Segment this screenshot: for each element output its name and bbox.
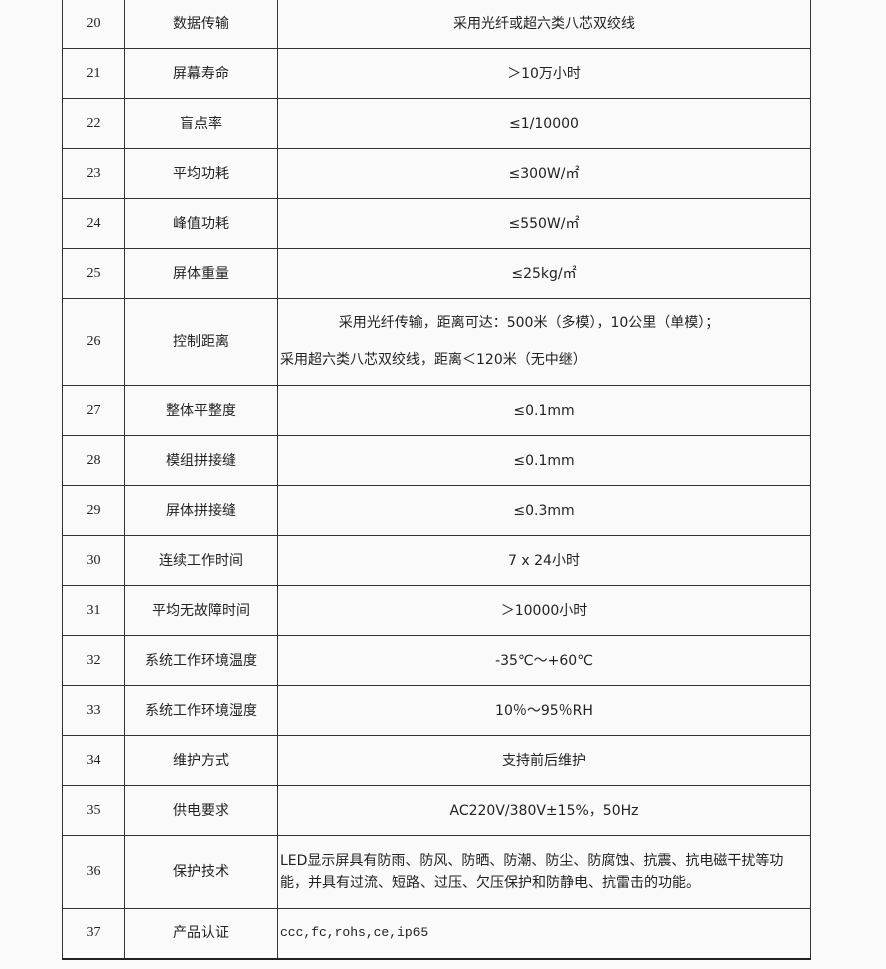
spec-value: ≤25kg/㎡ xyxy=(277,248,811,299)
spec-item: 屏体拼接缝 xyxy=(124,485,278,536)
value-line: 采用光纤传输，距离可达：500米（多模），10公里（单模）； xyxy=(338,315,720,331)
table-row: 36 保护技术 LED显示屏具有防雨、防风、防晒、防潮、防尘、防腐蚀、抗震、抗电磁干… xyxy=(62,835,811,909)
spec-value: ≤300W/㎡ xyxy=(277,148,811,199)
row-number: 31 xyxy=(62,585,125,636)
row-number: 26 xyxy=(62,298,125,386)
table-row: 23 平均功耗 ≤300W/㎡ xyxy=(62,148,811,199)
table-row: 25 屏体重量 ≤25kg/㎡ xyxy=(62,248,811,299)
spec-item: 产品认证 xyxy=(124,908,278,960)
spec-item: 保护技术 xyxy=(124,835,278,909)
table-row: 29 屏体拼接缝 ≤0.3mm xyxy=(62,485,811,536)
spec-value: LED显示屏具有防雨、防风、防晒、防潮、防尘、防腐蚀、抗震、抗电磁干扰等功能，并… xyxy=(277,835,811,909)
row-number: 27 xyxy=(62,385,125,436)
table-row: 27 整体平整度 ≤0.1mm xyxy=(62,385,811,436)
row-number: 29 xyxy=(62,485,125,536)
spec-item: 峰值功耗 xyxy=(124,198,278,249)
spec-item: 屏幕寿命 xyxy=(124,48,278,99)
table-row: 26 控制距离 采用光纤传输，距离可达：500米（多模），10公里（单模）； 采用超六… xyxy=(62,298,811,386)
table-row: 30 连续工作时间 7 x 24小时 xyxy=(62,535,811,586)
row-number: 25 xyxy=(62,248,125,299)
spec-item: 供电要求 xyxy=(124,785,278,836)
spec-item: 整体平整度 xyxy=(124,385,278,436)
spec-table: 20 数据传输 采用光纤或超六类八芯双绞线 21 屏幕寿命 ＞10万小时 22 盲点率 ≤1/1… xyxy=(62,0,811,960)
table-row: 31 平均无故障时间 ＞10000小时 xyxy=(62,585,811,636)
row-number: 30 xyxy=(62,535,125,586)
spec-value: ≤1/10000 xyxy=(277,98,811,149)
spec-value: 采用光纤或超六类八芯双绞线 xyxy=(277,0,811,49)
table-row: 35 供电要求 AC220V/380V±15%，50Hz xyxy=(62,785,811,836)
spec-value: 7 x 24小时 xyxy=(277,535,811,586)
spec-value: -35℃～+60℃ xyxy=(277,635,811,686)
spec-value: AC220V/380V±15%，50Hz xyxy=(277,785,811,836)
value-line: 采用超六类八芯双绞线，距离＜120米（无中继） xyxy=(280,352,587,368)
spec-item: 盲点率 xyxy=(124,98,278,149)
row-number: 28 xyxy=(62,435,125,486)
row-number: 21 xyxy=(62,48,125,99)
spec-item: 模组拼接缝 xyxy=(124,435,278,486)
spec-value: 10％～95％RH xyxy=(277,685,811,736)
table-row: 28 模组拼接缝 ≤0.1mm xyxy=(62,435,811,486)
table-row: 32 系统工作环境温度 -35℃～+60℃ xyxy=(62,635,811,686)
spec-value: ≤0.3mm xyxy=(277,485,811,536)
row-number: 23 xyxy=(62,148,125,199)
row-number: 22 xyxy=(62,98,125,149)
table-row: 21 屏幕寿命 ＞10万小时 xyxy=(62,48,811,99)
table-row: 24 峰值功耗 ≤550W/㎡ xyxy=(62,198,811,249)
row-number: 33 xyxy=(62,685,125,736)
spec-item: 平均无故障时间 xyxy=(124,585,278,636)
table-row: 33 系统工作环境湿度 10％～95％RH xyxy=(62,685,811,736)
spec-value: 支持前后维护 xyxy=(277,735,811,786)
row-number: 20 xyxy=(62,0,125,49)
table-row: 20 数据传输 采用光纤或超六类八芯双绞线 xyxy=(62,0,811,49)
row-number: 36 xyxy=(62,835,125,909)
row-number: 35 xyxy=(62,785,125,836)
row-number: 37 xyxy=(62,908,125,960)
table-row: 34 维护方式 支持前后维护 xyxy=(62,735,811,786)
spec-item: 平均功耗 xyxy=(124,148,278,199)
spec-value: ＞10000小时 xyxy=(277,585,811,636)
spec-item: 连续工作时间 xyxy=(124,535,278,586)
spec-value: ccc,fc,rohs,ce,ip65 xyxy=(277,908,811,960)
row-number: 34 xyxy=(62,735,125,786)
spec-value: 采用光纤传输，距离可达：500米（多模），10公里（单模）； 采用超六类八芯双绞线… xyxy=(277,298,811,386)
spec-value: ≤0.1mm xyxy=(277,435,811,486)
table-row: 37 产品认证 ccc,fc,rohs,ce,ip65 xyxy=(62,908,811,960)
table-row: 22 盲点率 ≤1/10000 xyxy=(62,98,811,149)
spec-item: 控制距离 xyxy=(124,298,278,386)
spec-value: ＞10万小时 xyxy=(277,48,811,99)
spec-item: 维护方式 xyxy=(124,735,278,786)
spec-item: 屏体重量 xyxy=(124,248,278,299)
row-number: 32 xyxy=(62,635,125,686)
row-number: 24 xyxy=(62,198,125,249)
spec-value: ≤550W/㎡ xyxy=(277,198,811,249)
spec-item: 系统工作环境温度 xyxy=(124,635,278,686)
spec-item: 系统工作环境湿度 xyxy=(124,685,278,736)
spec-item: 数据传输 xyxy=(124,0,278,49)
spec-value: ≤0.1mm xyxy=(277,385,811,436)
